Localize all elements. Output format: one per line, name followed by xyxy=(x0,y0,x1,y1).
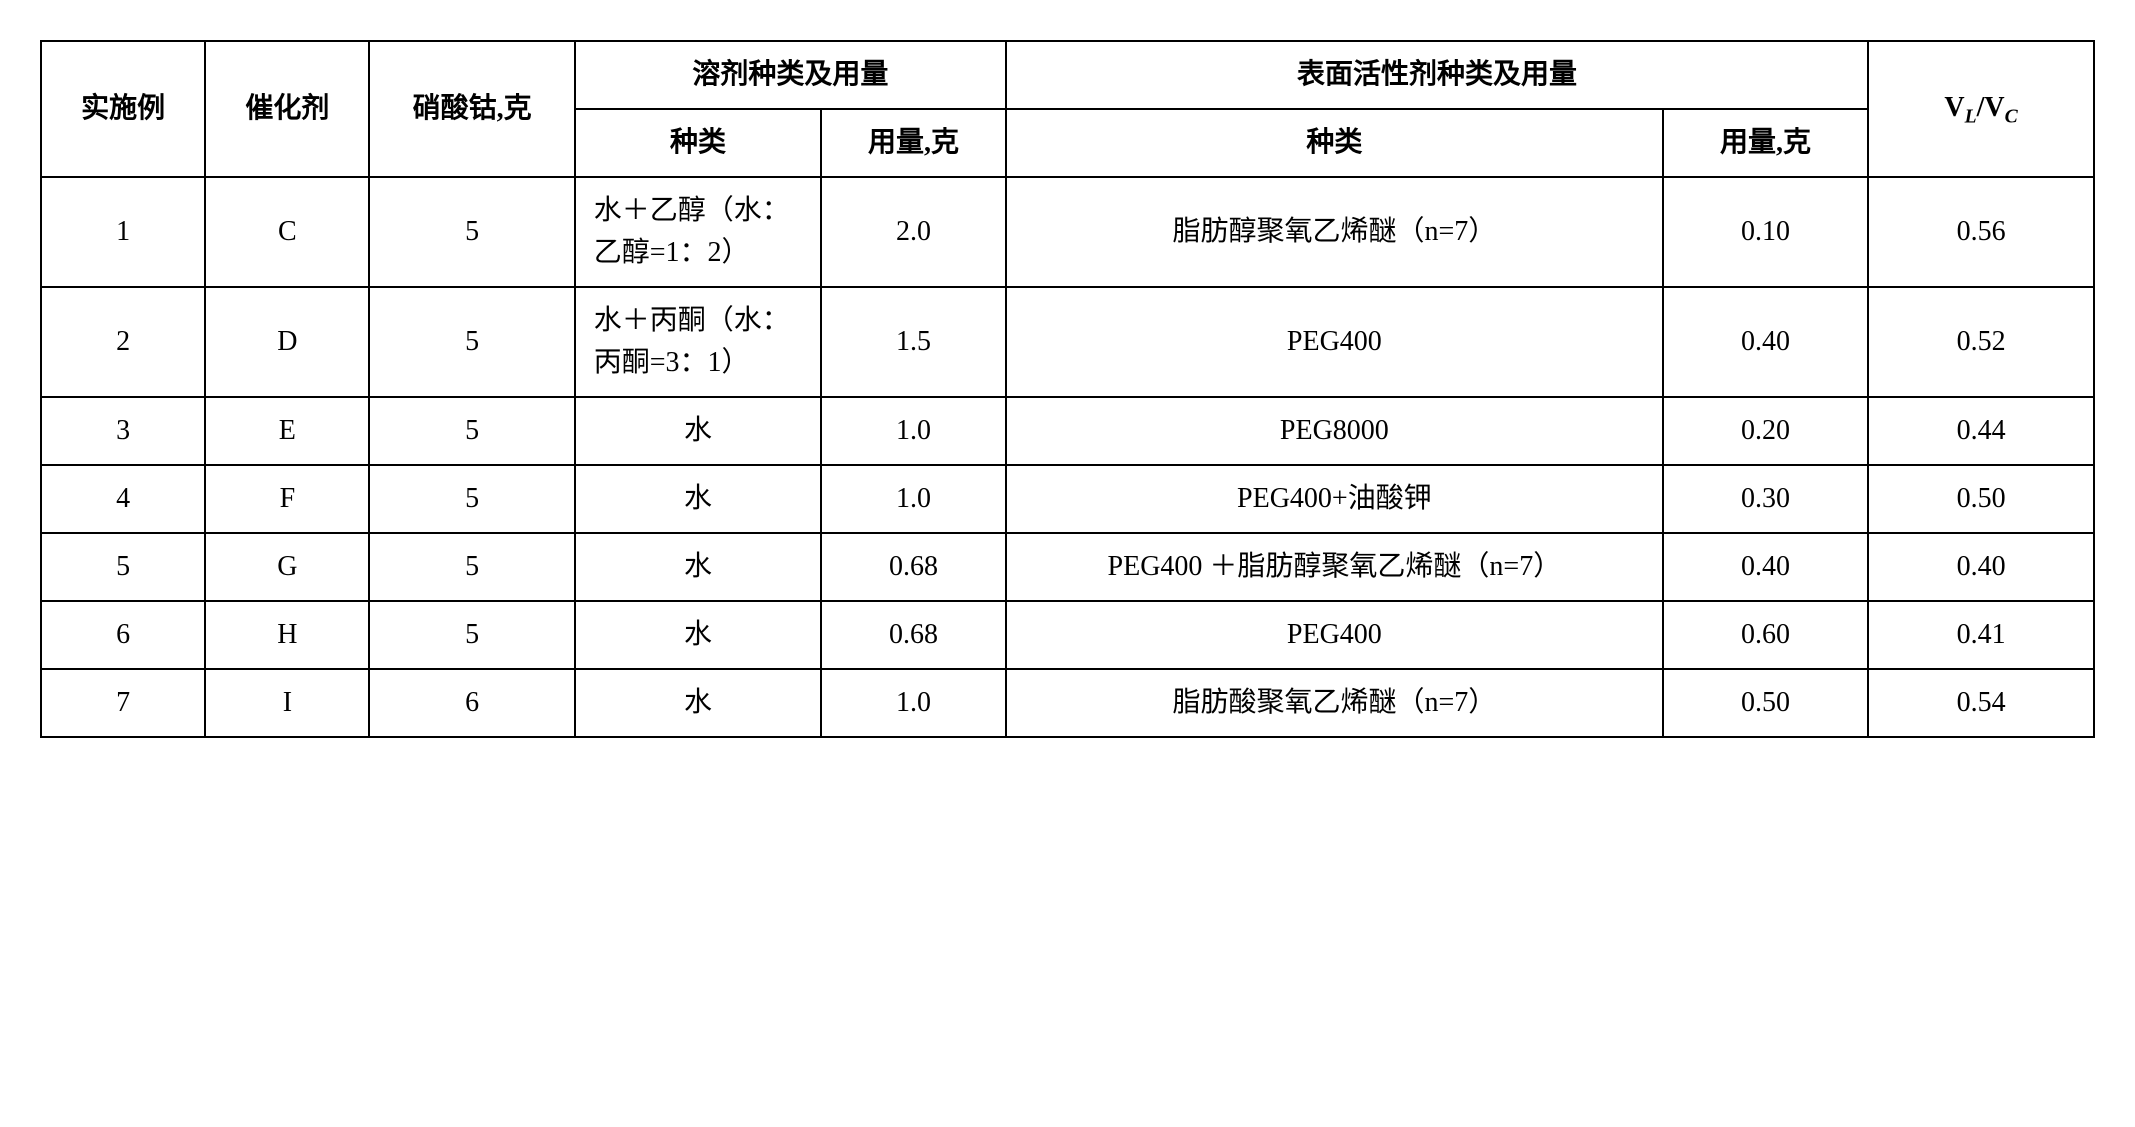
cell-surfactant-type: 脂肪醇聚氧乙烯醚（n=7） xyxy=(1006,177,1663,287)
cell-solvent-type: 水 xyxy=(575,669,821,737)
cell-ratio: 0.52 xyxy=(1868,287,2094,397)
cell-example: 6 xyxy=(41,601,205,669)
cell-catalyst: F xyxy=(205,465,369,533)
cell-solvent-amount: 1.5 xyxy=(821,287,1006,397)
cell-surfactant-amount: 0.10 xyxy=(1663,177,1868,287)
col-surfactant-group: 表面活性剂种类及用量 xyxy=(1006,41,1868,109)
cell-solvent-type: 水 xyxy=(575,533,821,601)
cell-solvent-amount: 2.0 xyxy=(821,177,1006,287)
cell-solvent-type: 水 xyxy=(575,397,821,465)
cell-cobalt-nitrate: 6 xyxy=(369,669,574,737)
col-solvent-type: 种类 xyxy=(575,109,821,177)
table-body: 1C5水＋乙醇（水：乙醇=1：2）2.0脂肪醇聚氧乙烯醚（n=7）0.100.5… xyxy=(41,177,2094,737)
cell-cobalt-nitrate: 5 xyxy=(369,601,574,669)
table-row: 6H5水0.68PEG4000.600.41 xyxy=(41,601,2094,669)
table-row: 5G5水0.68PEG400 ＋脂肪醇聚氧乙烯醚（n=7）0.400.40 xyxy=(41,533,2094,601)
cell-surfactant-amount: 0.40 xyxy=(1663,533,1868,601)
cell-surfactant-amount: 0.40 xyxy=(1663,287,1868,397)
cell-example: 5 xyxy=(41,533,205,601)
col-surfactant-amount: 用量,克 xyxy=(1663,109,1868,177)
cell-solvent-type: 水 xyxy=(575,465,821,533)
cell-surfactant-amount: 0.30 xyxy=(1663,465,1868,533)
cell-ratio: 0.50 xyxy=(1868,465,2094,533)
cell-ratio: 0.56 xyxy=(1868,177,2094,287)
table-row: 1C5水＋乙醇（水：乙醇=1：2）2.0脂肪醇聚氧乙烯醚（n=7）0.100.5… xyxy=(41,177,2094,287)
cell-example: 2 xyxy=(41,287,205,397)
cell-surfactant-type: PEG400 xyxy=(1006,287,1663,397)
cell-ratio: 0.40 xyxy=(1868,533,2094,601)
col-catalyst: 催化剂 xyxy=(205,41,369,177)
table-row: 7I6水1.0脂肪酸聚氧乙烯醚（n=7）0.500.54 xyxy=(41,669,2094,737)
cell-example: 4 xyxy=(41,465,205,533)
cell-solvent-amount: 0.68 xyxy=(821,601,1006,669)
col-example: 实施例 xyxy=(41,41,205,177)
cell-surfactant-type: PEG400 xyxy=(1006,601,1663,669)
col-cobalt-nitrate: 硝酸钴,克 xyxy=(369,41,574,177)
cell-ratio: 0.54 xyxy=(1868,669,2094,737)
cell-surfactant-type: PEG8000 xyxy=(1006,397,1663,465)
cell-solvent-type: 水＋乙醇（水：乙醇=1：2） xyxy=(575,177,821,287)
cell-cobalt-nitrate: 5 xyxy=(369,177,574,287)
cell-catalyst: D xyxy=(205,287,369,397)
cell-ratio: 0.41 xyxy=(1868,601,2094,669)
cell-catalyst: E xyxy=(205,397,369,465)
header-row-1: 实施例 催化剂 硝酸钴,克 溶剂种类及用量 表面活性剂种类及用量 VL/VC xyxy=(41,41,2094,109)
cell-catalyst: H xyxy=(205,601,369,669)
cell-solvent-amount: 1.0 xyxy=(821,465,1006,533)
cell-solvent-type: 水 xyxy=(575,601,821,669)
cell-surfactant-type: PEG400 ＋脂肪醇聚氧乙烯醚（n=7） xyxy=(1006,533,1663,601)
cell-catalyst: I xyxy=(205,669,369,737)
cell-solvent-amount: 1.0 xyxy=(821,669,1006,737)
cell-surfactant-type: 脂肪酸聚氧乙烯醚（n=7） xyxy=(1006,669,1663,737)
col-ratio: VL/VC xyxy=(1868,41,2094,177)
cell-surfactant-amount: 0.60 xyxy=(1663,601,1868,669)
table-row: 2D5水＋丙酮（水：丙酮=3：1）1.5PEG4000.400.52 xyxy=(41,287,2094,397)
cell-solvent-amount: 0.68 xyxy=(821,533,1006,601)
col-solvent-group: 溶剂种类及用量 xyxy=(575,41,1006,109)
table-row: 4F5水1.0PEG400+油酸钾0.300.50 xyxy=(41,465,2094,533)
cell-solvent-amount: 1.0 xyxy=(821,397,1006,465)
table-row: 3E5水1.0PEG80000.200.44 xyxy=(41,397,2094,465)
cell-example: 7 xyxy=(41,669,205,737)
cell-surfactant-amount: 0.20 xyxy=(1663,397,1868,465)
col-solvent-amount: 用量,克 xyxy=(821,109,1006,177)
cell-cobalt-nitrate: 5 xyxy=(369,533,574,601)
cell-example: 3 xyxy=(41,397,205,465)
cell-solvent-type: 水＋丙酮（水：丙酮=3：1） xyxy=(575,287,821,397)
cell-surfactant-amount: 0.50 xyxy=(1663,669,1868,737)
cell-catalyst: G xyxy=(205,533,369,601)
cell-surfactant-type: PEG400+油酸钾 xyxy=(1006,465,1663,533)
cell-cobalt-nitrate: 5 xyxy=(369,397,574,465)
cell-example: 1 xyxy=(41,177,205,287)
experiments-table: 实施例 催化剂 硝酸钴,克 溶剂种类及用量 表面活性剂种类及用量 VL/VC 种… xyxy=(40,40,2095,738)
cell-cobalt-nitrate: 5 xyxy=(369,287,574,397)
col-surfactant-type: 种类 xyxy=(1006,109,1663,177)
table-head: 实施例 催化剂 硝酸钴,克 溶剂种类及用量 表面活性剂种类及用量 VL/VC 种… xyxy=(41,41,2094,177)
cell-cobalt-nitrate: 5 xyxy=(369,465,574,533)
cell-catalyst: C xyxy=(205,177,369,287)
cell-ratio: 0.44 xyxy=(1868,397,2094,465)
